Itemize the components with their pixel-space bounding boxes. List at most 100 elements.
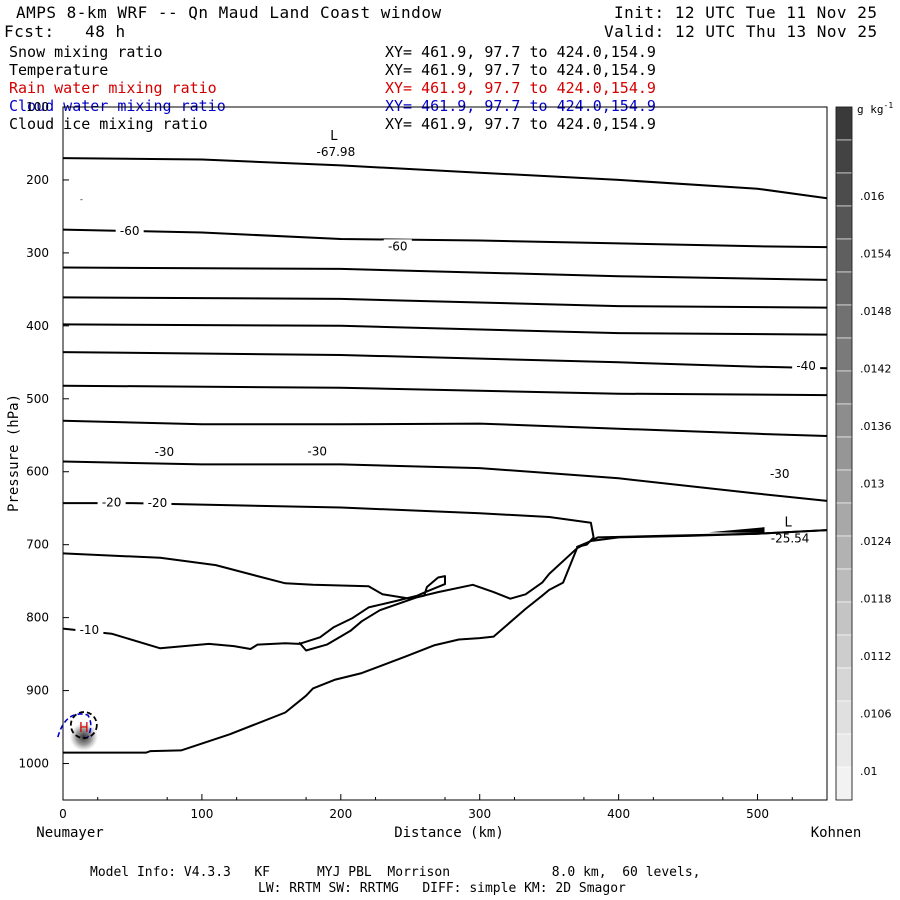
y-tick-label: 700 <box>26 538 49 552</box>
field-xy-temperature: XY= 461.9, 97.7 to 424.0,154.9 <box>385 61 656 79</box>
colorbar-swatch <box>835 469 853 504</box>
colorbar-label: .0136 <box>860 420 892 433</box>
y-tick-label: 300 <box>26 246 49 260</box>
contour-label: -30 <box>155 445 175 459</box>
chart-title: AMPS 8-km WRF -- Qn Maud Land Coast wind… <box>16 3 442 22</box>
colorbar-swatch <box>835 370 853 405</box>
colorbar-swatch <box>835 535 853 570</box>
field-xy-cloud-water: XY= 461.9, 97.7 to 424.0,154.9 <box>385 97 656 115</box>
y-tick-label: 500 <box>26 392 49 406</box>
contour-label-bg <box>97 495 126 510</box>
colorbar-swatch <box>835 106 853 141</box>
field-name-rain: Rain water mixing ratio <box>9 79 217 97</box>
field-name-temperature: Temperature <box>9 61 109 79</box>
colorbar-swatch <box>835 634 853 669</box>
low-value: -67.98 <box>317 145 356 159</box>
isotherm-line <box>62 419 828 437</box>
isotherm-line <box>63 502 828 548</box>
colorbar-swatch <box>835 271 853 306</box>
colorbar-frame <box>835 106 853 801</box>
cloud-water-contour <box>57 713 92 738</box>
colorbar-label: .0112 <box>860 650 892 663</box>
colorbar-label: .0154 <box>860 248 892 261</box>
y-tick-label: 200 <box>26 173 49 187</box>
cloud-ice-contour <box>69 711 98 739</box>
high-marker: H <box>79 721 89 736</box>
colorbar-swatch <box>835 205 853 240</box>
x-tick-label: 100 <box>190 807 213 821</box>
x-end-location: Kohnen <box>811 825 862 841</box>
colorbar-swatch <box>835 436 853 471</box>
field-name-cloud-ice: Cloud ice mixing ratio <box>9 115 208 133</box>
colorbar-label: .01 <box>860 765 878 778</box>
y-tick-label: 900 <box>26 684 49 698</box>
x-tick-label: 500 <box>746 807 769 821</box>
y-tick-label: 100 <box>26 100 49 114</box>
contour-label-bg <box>765 466 794 481</box>
contour-label-bg <box>792 358 821 373</box>
contour-label-bg <box>383 239 412 254</box>
field-name-snow: Snow mixing ratio <box>9 43 163 61</box>
contour-label: -20 <box>148 496 168 510</box>
contour-label-bg <box>143 496 172 511</box>
colorbar-swatch <box>835 568 853 603</box>
contour-label: -30 <box>307 444 327 458</box>
colorbar-swatch <box>835 139 853 174</box>
colorbar-swatch <box>835 667 853 702</box>
colorbar-label: .016 <box>860 190 885 203</box>
x-start-location: Neumayer <box>36 825 103 841</box>
contour-label: -60 <box>388 239 408 253</box>
colorbar-swatch <box>835 304 853 339</box>
small-mark: - <box>80 195 83 204</box>
colorbar-swatch <box>835 502 853 537</box>
field-xy-rain: XY= 461.9, 97.7 to 424.0,154.9 <box>385 79 656 97</box>
contour-label: -10 <box>80 623 100 637</box>
isotherm-line <box>62 266 828 281</box>
init-time: Init: 12 UTC Tue 11 Nov 25 <box>614 3 878 22</box>
isotherm-line <box>62 323 828 336</box>
low-value: -25.54 <box>771 531 810 545</box>
physics-info: LW: RRTM SW: RRTMG DIFF: simple KM: 2D S… <box>258 881 626 896</box>
isotherm-line <box>62 296 828 309</box>
x-axis-label: Distance (km) <box>394 825 504 841</box>
colorbar-unit-base: g kg <box>857 103 884 116</box>
colorbar-swatch <box>835 403 853 438</box>
colorbar-unit-exponent: -1 <box>884 101 894 110</box>
field-xy-snow: XY= 461.9, 97.7 to 424.0,154.9 <box>385 43 656 61</box>
colorbar-unit: g kg-1 <box>857 101 893 116</box>
colorbar-label: .0142 <box>860 363 892 376</box>
x-tick-label: 300 <box>468 807 491 821</box>
colorbar-label: .013 <box>860 478 885 491</box>
colorbar-swatch <box>835 733 853 768</box>
isotherm-line <box>298 529 828 652</box>
isotherm-line <box>62 460 828 502</box>
contour-label: -20 <box>102 495 122 509</box>
contour-label: -30 <box>770 467 790 481</box>
y-tick-label: 600 <box>26 465 49 479</box>
low-marker: L <box>784 515 792 530</box>
x-tick-label: 0 <box>59 807 67 821</box>
contour-label: -40 <box>796 359 816 373</box>
valid-time: Valid: 12 UTC Thu 13 Nov 25 <box>604 22 878 41</box>
isotherm-line <box>62 157 828 200</box>
colorbar-label: .0124 <box>860 535 892 548</box>
x-tick-label: 200 <box>329 807 352 821</box>
colorbar-swatch <box>835 172 853 207</box>
y-axis-label: Pressure (hPa) <box>6 394 22 512</box>
y-tick-label: 1000 <box>18 757 49 771</box>
isotherm-line <box>63 547 578 754</box>
isotherm-line <box>62 228 828 249</box>
y-tick-label: 800 <box>26 611 49 625</box>
x-tick-label: 400 <box>607 807 630 821</box>
low-contour-wedge <box>708 527 765 534</box>
colorbar-swatch <box>835 766 853 801</box>
field-xy-cloud-ice: XY= 461.9, 97.7 to 424.0,154.9 <box>385 115 656 133</box>
field-name-cloud-water: Cloud water mixing ratio <box>9 97 226 115</box>
contour-label-bg <box>303 444 332 459</box>
colorbar-swatch <box>835 238 853 273</box>
contour-label-bg <box>75 623 104 638</box>
model-info: Model Info: V4.3.3 KF MYJ PBL Morrison 8… <box>90 865 701 880</box>
colorbar-swatch <box>835 601 853 636</box>
contour-label-bg <box>115 224 144 239</box>
colorbar-swatch <box>835 700 853 735</box>
